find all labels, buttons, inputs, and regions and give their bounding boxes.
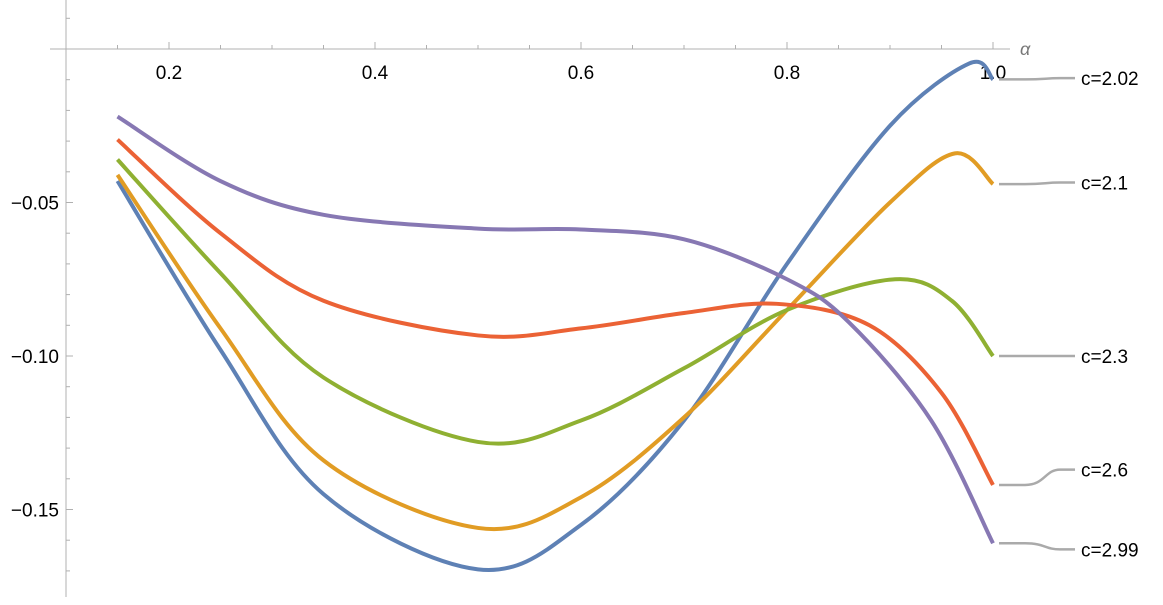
series-label: c=2.6 [1081,461,1128,482]
x-tick-label: 0.6 [568,63,594,84]
series-label: c=2.99 [1081,540,1139,561]
series-line-c=2.99 [116,114,995,545]
y-tick-label: −0.05 [11,194,59,215]
series-group [115,59,995,573]
series-label: c=2.3 [1081,347,1128,368]
axes: 0.2 0.4 0.6 0.8 1.0−0.05−0.10−0.15α [11,0,1031,597]
x-tick-label: 0.2 [156,63,182,84]
x-tick-label: 0.8 [774,63,800,84]
series-labels: c=2.02 c=2.1 c=2.3 c=2.6 c=2.99 [999,69,1139,561]
y-tick-label: −0.15 [11,501,59,522]
label-leader-line [999,468,1075,487]
series-line-c=2.02 [115,59,995,573]
series-label: c=2.1 [1081,174,1128,195]
series-line-c=2.1 [115,151,995,532]
series-label: c=2.02 [1081,69,1139,90]
label-leader-line [999,542,1075,551]
series-line-c=2.3 [116,158,995,446]
x-axis-label: α [1020,39,1031,59]
label-leader-line [999,76,1075,81]
y-tick-label: −0.10 [11,347,59,368]
x-tick-label: 0.4 [362,63,389,84]
label-leader-line [999,181,1075,186]
series-line-c=2.6 [116,138,995,486]
